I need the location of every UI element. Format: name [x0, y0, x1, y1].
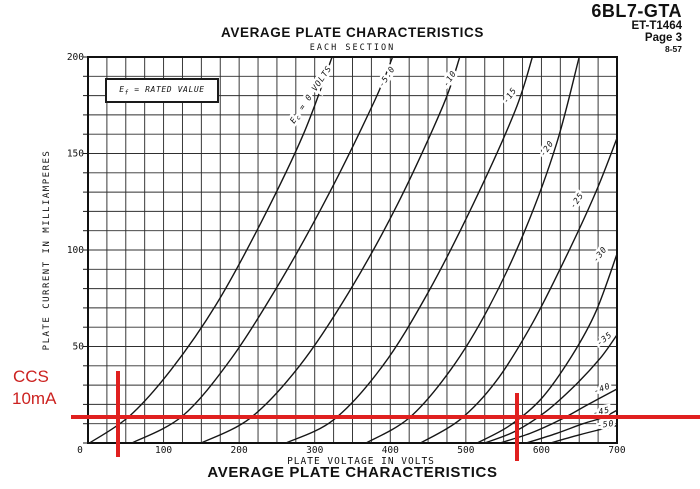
curve-ec--50 [550, 424, 618, 444]
doc-header: 6BL7-GTA ET-T1464 Page 3 8-57 [591, 2, 682, 53]
svg-text:150: 150 [67, 149, 84, 160]
x-axis-title: PLATE VOLTAGE IN VOLTS [287, 456, 435, 467]
curve-label-ec-0: Ec = 0 VOLTS [288, 64, 336, 127]
curve-ec--30 [476, 253, 618, 444]
chart-subtitle: EACH SECTION [309, 43, 396, 53]
bottom-title: AVERAGE PLATE CHARACTERISTICS [207, 464, 498, 481]
svg-text:700: 700 [608, 445, 625, 456]
x-axis-tick-labels: 0 100 200 300 400 500 600 700 [77, 445, 626, 456]
grid [87, 56, 618, 444]
curve-label-ec--25: -25 [568, 190, 586, 210]
curve-ec--35 [484, 334, 618, 444]
doc-number: ET-T1464 [631, 19, 683, 32]
curve-ec--40 [499, 388, 618, 444]
plot-border [87, 56, 618, 444]
curve-ec--5 [131, 56, 394, 444]
curve-label-ec--50: -50 [596, 418, 614, 430]
svg-text:50: 50 [73, 342, 85, 353]
tube-name: 6BL7-GTA [591, 1, 682, 21]
svg-text:600: 600 [533, 445, 550, 456]
svg-text:100: 100 [155, 445, 172, 456]
y-axis-title: PLATE CURRENT IN MILLIAMPERES [42, 150, 52, 351]
svg-text:400: 400 [382, 445, 399, 456]
svg-text:100: 100 [67, 245, 84, 256]
page-number: Page 3 [644, 31, 682, 44]
curve-ec--25 [420, 137, 618, 444]
svg-text:300: 300 [306, 445, 323, 456]
doc-date: 8-57 [664, 43, 682, 54]
svg-text:200: 200 [231, 445, 248, 456]
curve-label-ec--30: -30 [590, 244, 608, 264]
annotation-current-label: 10mA [12, 389, 57, 408]
svg-text:500: 500 [457, 445, 474, 456]
red-annotation-lines [71, 371, 700, 461]
y-axis-tick-labels: 50 100 150 200 [67, 52, 84, 353]
legend-label: Ef = RATED VALUE [119, 84, 205, 97]
chart-title: AVERAGE PLATE CHARACTERISTICS [221, 25, 484, 40]
annotation-ccs-label: CCS [13, 367, 49, 386]
curve-labels: Ec = 0 VOLTS -5.0 -10-15-20-25-30-35-40-45… [285, 61, 617, 433]
curve-label-ec--35: -35 [594, 329, 614, 347]
svg-text:200: 200 [67, 52, 84, 63]
svg-text:0: 0 [77, 445, 83, 456]
legend-box: Ef = RATED VALUE [105, 78, 219, 103]
